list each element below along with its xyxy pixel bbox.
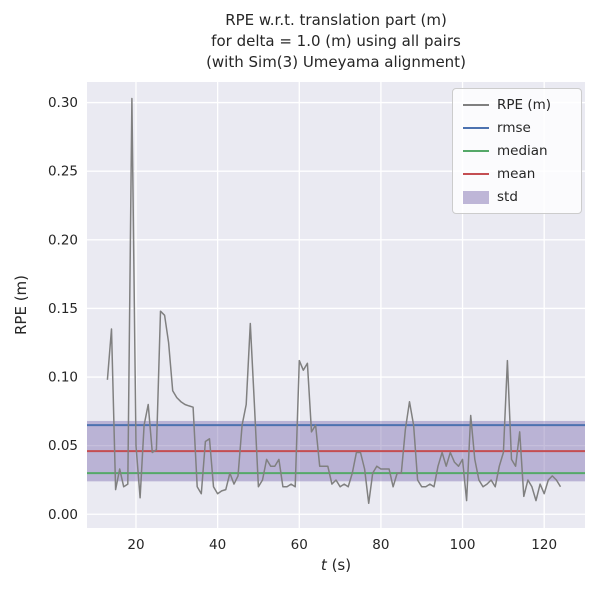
y-tick-label: 0.10 [48, 370, 78, 386]
legend-rmse-line-swatch [463, 127, 489, 129]
rpe-line [106, 97, 562, 505]
x-axis-label: t (s) [320, 556, 352, 574]
x-tick-label: 100 [450, 537, 476, 553]
x-tick-label: 80 [372, 537, 389, 553]
y-tick-label: 0.25 [48, 164, 78, 180]
legend-rpe-line-swatch [463, 104, 489, 106]
x-tick-label: 20 [127, 537, 144, 553]
legend-mean-line-swatch [463, 173, 489, 175]
chart-title: RPE w.r.t. translation part (m) for delt… [87, 10, 585, 73]
legend-item-rpe: RPE (m) [463, 97, 571, 113]
chart-title-line1: RPE w.r.t. translation part (m) [225, 11, 447, 29]
legend-std-patch-swatch [463, 190, 489, 204]
legend-item-median: median [463, 143, 571, 159]
y-tick-label: 0.05 [48, 438, 78, 454]
x-tick-label: 60 [291, 537, 308, 553]
legend-item-std: std [463, 189, 571, 205]
legend-item-rmse: rmse [463, 120, 571, 136]
legend-mean-label: mean [497, 166, 536, 182]
chart-title-line2: for delta = 1.0 (m) using all pairs [211, 32, 461, 50]
y-tick-label: 0.30 [48, 95, 78, 111]
y-tick-label: 0.00 [48, 507, 78, 523]
y-tick-label: 0.20 [48, 232, 78, 248]
y-tick-label: 0.15 [48, 301, 78, 317]
chart-title-line3: (with Sim(3) Umeyama alignment) [206, 53, 466, 71]
legend-median-line-swatch [463, 150, 489, 152]
legend: RPE (m) rmse median mean std [452, 88, 582, 214]
legend-rmse-label: rmse [497, 120, 531, 136]
legend-std-label: std [497, 189, 518, 205]
x-tick-label: 120 [531, 537, 557, 553]
legend-median-label: median [497, 143, 548, 159]
legend-item-mean: mean [463, 166, 571, 182]
y-axis-label: RPE (m) [12, 274, 30, 336]
legend-rpe-label: RPE (m) [497, 97, 552, 113]
x-tick-label: 40 [209, 537, 226, 553]
